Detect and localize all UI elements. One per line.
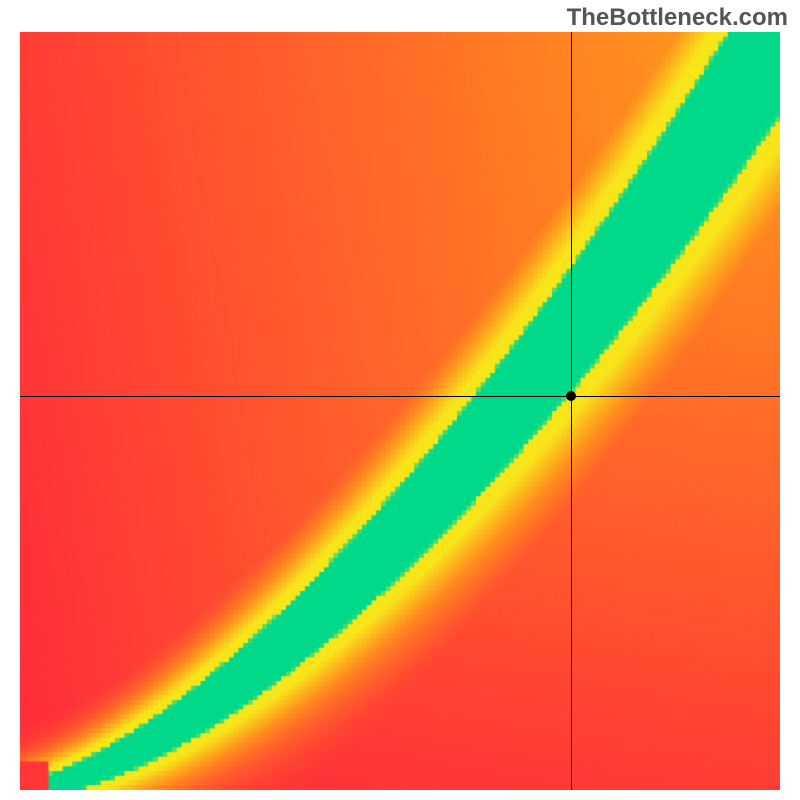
marker-dot: [566, 391, 576, 401]
chart-container: TheBottleneck.com: [0, 0, 800, 800]
heatmap-canvas: [20, 32, 780, 790]
crosshair-vertical: [571, 32, 572, 790]
chart-frame: [20, 32, 780, 790]
watermark-text: TheBottleneck.com: [567, 4, 788, 32]
crosshair-horizontal: [20, 396, 780, 397]
